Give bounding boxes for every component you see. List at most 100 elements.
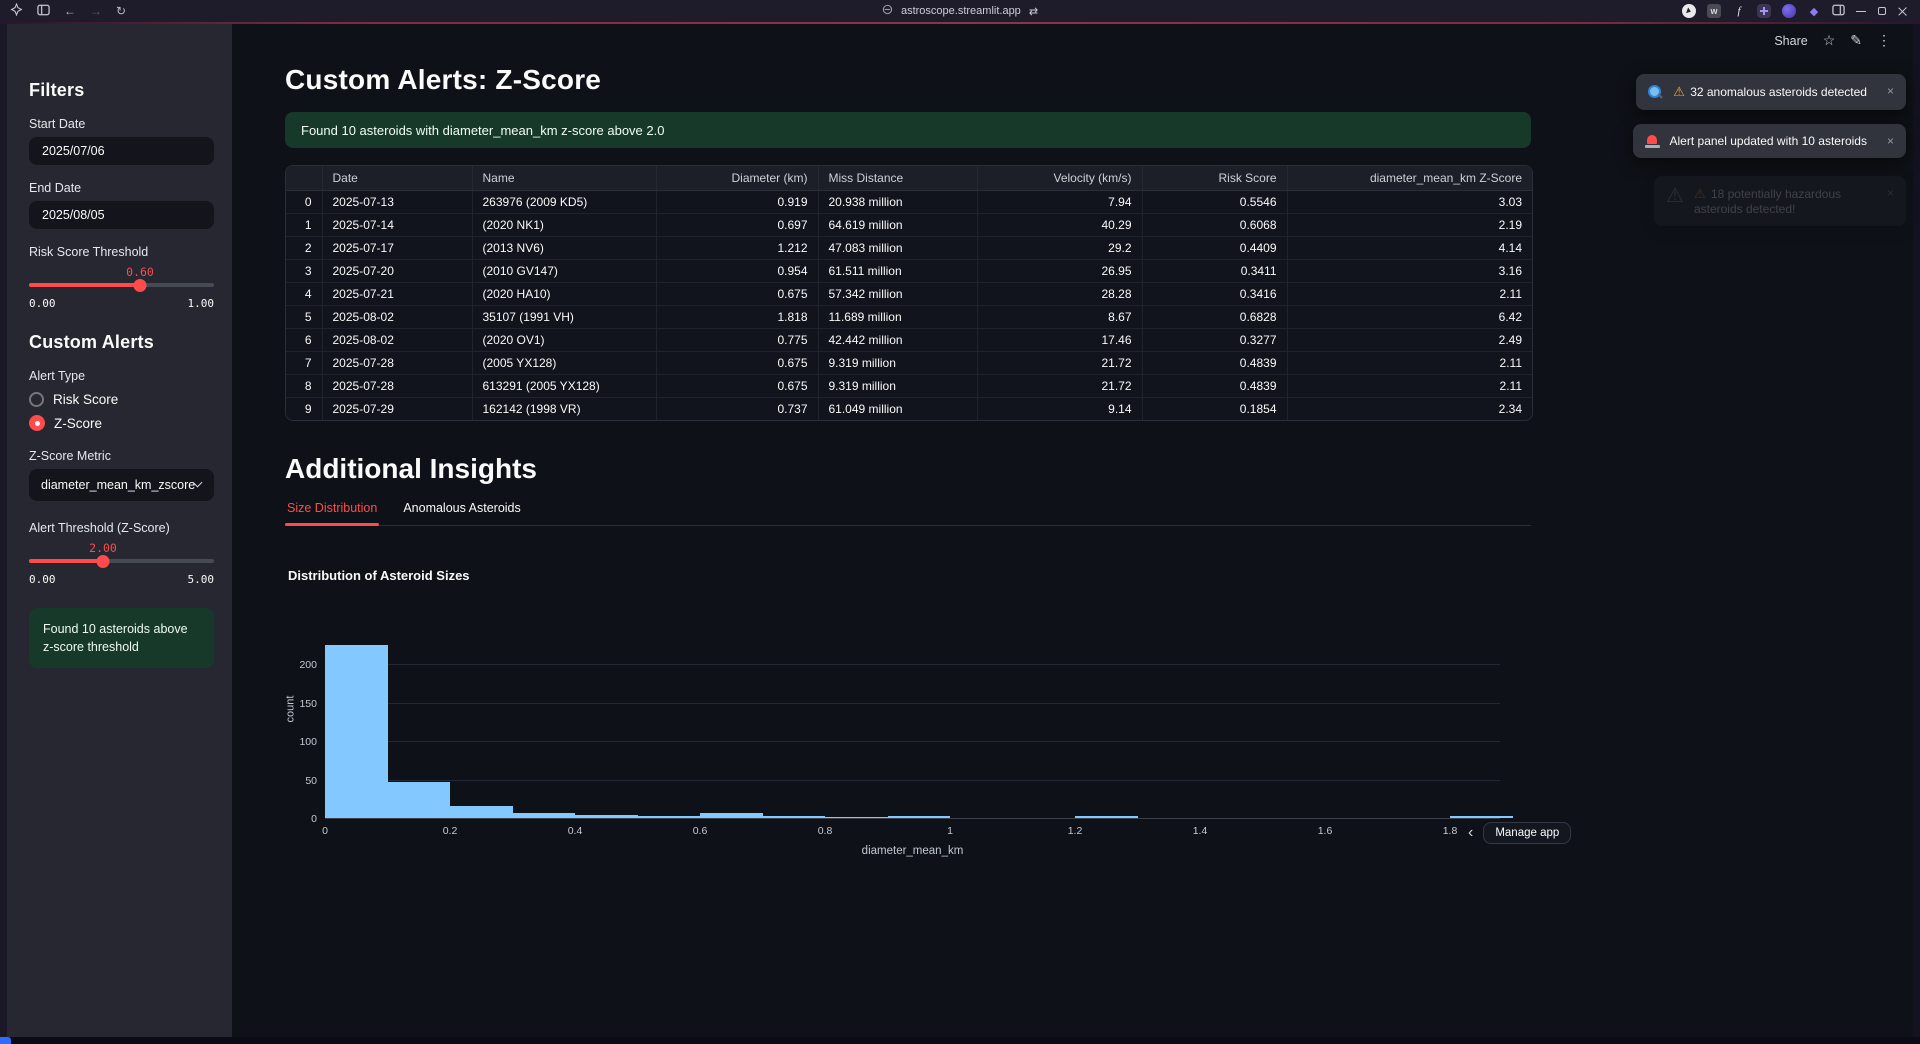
column-header[interactable]: Miss Distance xyxy=(818,166,978,191)
table-cell[interactable]: 21.72 xyxy=(977,351,1143,375)
table-cell[interactable]: 2.34 xyxy=(1287,397,1532,420)
zscore-metric-select[interactable]: diameter_mean_km_zscore xyxy=(29,469,214,501)
alert-type-option[interactable]: Risk Score xyxy=(29,392,214,407)
table-row[interactable]: 4 2025-07-21 (2020 HA10) 0.675 57.342 millio… xyxy=(286,282,1532,306)
address-bar[interactable]: astroscope.streamlit.app ⇄ xyxy=(882,0,1038,22)
share-button[interactable]: Share xyxy=(1774,33,1808,48)
diamond-extension-icon[interactable]: ◆ xyxy=(1809,5,1819,18)
table-cell[interactable]: 40.29 xyxy=(977,213,1143,237)
table-cell[interactable]: 42.442 million xyxy=(818,328,978,352)
table-cell[interactable]: 0.737 xyxy=(656,397,819,420)
table-cell[interactable]: 2025-07-29 xyxy=(322,397,473,420)
table-cell[interactable]: 35107 (1991 VH) xyxy=(472,305,657,329)
row-index[interactable]: 3 xyxy=(286,259,323,283)
table-cell[interactable]: 2.49 xyxy=(1287,328,1532,352)
table-cell[interactable]: 0.4839 xyxy=(1142,351,1288,375)
threshold-slider-track[interactable] xyxy=(29,554,214,568)
table-row[interactable]: 5 2025-08-02 35107 (1991 VH) 1.818 11.689 mi… xyxy=(286,305,1532,329)
table-cell[interactable]: 0.675 xyxy=(656,374,819,398)
table-row[interactable]: 1 2025-07-14 (2020 NK1) 0.697 64.619 million… xyxy=(286,213,1532,237)
table-cell[interactable]: 2.11 xyxy=(1287,282,1532,306)
table-cell[interactable]: 0.5546 xyxy=(1142,190,1288,214)
table-cell[interactable]: 7.94 xyxy=(977,190,1143,214)
table-cell[interactable]: (2020 HA10) xyxy=(472,282,657,306)
table-cell[interactable]: 1.818 xyxy=(656,305,819,329)
table-cell[interactable]: 613291 (2005 YX128) xyxy=(472,374,657,398)
row-index[interactable]: 1 xyxy=(286,213,323,237)
table-cell[interactable]: (2005 YX128) xyxy=(472,351,657,375)
table-cell[interactable]: 21.72 xyxy=(977,374,1143,398)
back-icon[interactable]: ← xyxy=(64,4,76,18)
threshold-slider-thumb[interactable] xyxy=(96,554,110,568)
wayback-extension-icon[interactable]: w xyxy=(1707,4,1721,18)
row-index[interactable]: 4 xyxy=(286,282,323,306)
table-cell[interactable]: (2020 OV1) xyxy=(472,328,657,352)
table-cell[interactable]: 2025-07-17 xyxy=(322,236,473,260)
table-cell[interactable]: 3.16 xyxy=(1287,259,1532,283)
table-row[interactable]: 9 2025-07-29 162142 (1998 VR) 0.737 61.049 m… xyxy=(286,397,1532,420)
column-header[interactable]: Velocity (km/s) xyxy=(977,166,1143,191)
forward-icon[interactable]: → xyxy=(90,4,102,18)
tab-size-distribution[interactable]: Size Distribution xyxy=(285,497,380,526)
table-cell[interactable]: 0.919 xyxy=(656,190,819,214)
alert-type-option[interactable]: Z-Score xyxy=(29,415,214,431)
alert-threshold-slider[interactable]: 2.00 xyxy=(29,541,214,568)
table-cell[interactable]: 2.11 xyxy=(1287,351,1532,375)
table-row[interactable]: 6 2025-08-02 (2020 OV1) 0.775 42.442 million… xyxy=(286,328,1532,352)
chevron-left-icon[interactable]: ‹ xyxy=(1468,824,1474,841)
table-cell[interactable]: 61.049 million xyxy=(818,397,978,420)
table-cell[interactable]: 9.14 xyxy=(977,397,1143,420)
table-row[interactable]: 0 2025-07-13 263976 (2009 KD5) 0.919 20.938 … xyxy=(286,190,1532,214)
close-icon[interactable] xyxy=(1898,6,1908,16)
table-cell[interactable]: 0.675 xyxy=(656,282,819,306)
manage-app-button[interactable]: Manage app xyxy=(1483,822,1572,844)
url-text[interactable]: astroscope.streamlit.app xyxy=(900,5,1021,17)
table-cell[interactable]: 17.46 xyxy=(977,328,1143,352)
row-index[interactable]: 0 xyxy=(286,190,323,214)
end-date-input[interactable] xyxy=(29,201,214,229)
table-cell[interactable]: 2025-08-02 xyxy=(322,305,473,329)
swap-icon[interactable]: ⇄ xyxy=(1028,5,1039,18)
risk-slider-thumb[interactable] xyxy=(133,278,147,292)
table-cell[interactable]: 2.11 xyxy=(1287,374,1532,398)
table-cell[interactable]: 0.697 xyxy=(656,213,819,237)
table-row[interactable]: 3 2025-07-20 (2010 GV147) 0.954 61.511 milli… xyxy=(286,259,1532,283)
table-cell[interactable]: 0.3277 xyxy=(1142,328,1288,352)
table-cell[interactable]: 0.675 xyxy=(656,351,819,375)
risk-slider-track[interactable] xyxy=(29,278,214,292)
table-cell[interactable]: 0.4839 xyxy=(1142,374,1288,398)
toast-close-icon[interactable]: × xyxy=(1886,186,1894,200)
table-cell[interactable]: 20.938 million xyxy=(818,190,978,214)
kebab-menu-icon[interactable]: ⋮ xyxy=(1877,32,1891,48)
table-cell[interactable]: 26.95 xyxy=(977,259,1143,283)
column-header[interactable]: diameter_mean_km Z-Score xyxy=(1287,166,1532,191)
column-header[interactable] xyxy=(286,166,323,191)
table-cell[interactable]: 0.3411 xyxy=(1142,259,1288,283)
toast-close-icon[interactable]: × xyxy=(1886,84,1894,98)
table-cell[interactable]: 2025-07-28 xyxy=(322,351,473,375)
table-cell[interactable]: 4.14 xyxy=(1287,236,1532,260)
row-index[interactable]: 5 xyxy=(286,305,323,329)
table-cell[interactable]: 2025-07-28 xyxy=(322,374,473,398)
table-cell[interactable]: 6.42 xyxy=(1287,305,1532,329)
row-index[interactable]: 9 xyxy=(286,397,323,420)
table-cell[interactable]: 0.6068 xyxy=(1142,213,1288,237)
table-cell[interactable]: 29.2 xyxy=(977,236,1143,260)
table-cell[interactable]: 64.619 million xyxy=(818,213,978,237)
table-cell[interactable]: 2025-07-20 xyxy=(322,259,473,283)
table-cell[interactable]: 1.212 xyxy=(656,236,819,260)
table-cell[interactable]: 0.775 xyxy=(656,328,819,352)
table-cell[interactable]: 28.28 xyxy=(977,282,1143,306)
table-cell[interactable]: 0.6828 xyxy=(1142,305,1288,329)
table-cell[interactable]: 0.1854 xyxy=(1142,397,1288,420)
reload-icon[interactable]: ↻ xyxy=(116,4,127,18)
table-cell[interactable]: 9.319 million xyxy=(818,374,978,398)
row-index[interactable]: 2 xyxy=(286,236,323,260)
table-cell[interactable]: (2013 NV6) xyxy=(472,236,657,260)
table-cell[interactable]: (2020 NK1) xyxy=(472,213,657,237)
swirl-extension-icon[interactable] xyxy=(1782,4,1796,18)
snowflake-extension-icon[interactable] xyxy=(1757,4,1771,18)
table-row[interactable]: 7 2025-07-28 (2005 YX128) 0.675 9.319 millio… xyxy=(286,351,1532,375)
risk-threshold-slider[interactable]: 0.60 xyxy=(29,265,214,292)
start-date-input[interactable] xyxy=(29,137,214,165)
